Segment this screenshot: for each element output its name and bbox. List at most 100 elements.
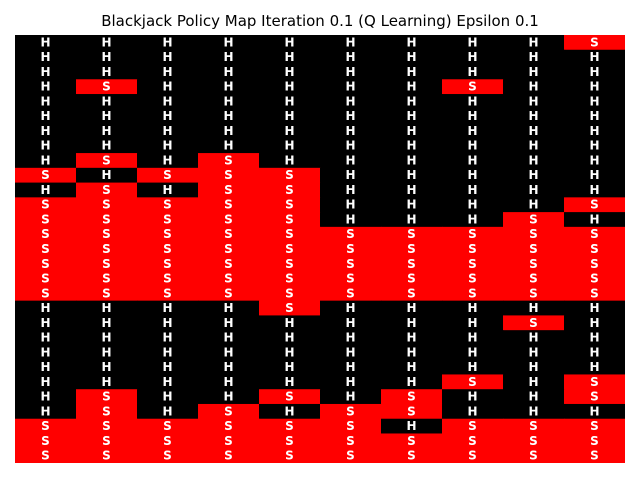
heatmap-cell	[564, 153, 625, 169]
heatmap-cell	[442, 403, 504, 420]
heatmap-cell	[503, 123, 565, 139]
cell-label: S	[224, 227, 233, 241]
cell-label: H	[589, 124, 599, 138]
cell-label: H	[528, 390, 538, 404]
heatmap-cell	[564, 271, 625, 287]
cell-label: S	[41, 198, 50, 212]
cell-label: H	[40, 35, 50, 49]
chart-title: Blackjack Policy Map Iteration 0.1 (Q Le…	[101, 12, 539, 30]
cell-label: S	[529, 449, 538, 463]
cell-label: H	[101, 331, 111, 345]
cell-label: H	[284, 331, 294, 345]
cell-label: H	[162, 360, 172, 374]
cell-label: S	[224, 404, 233, 418]
heatmap-cell	[442, 197, 504, 213]
cell-label: H	[162, 390, 172, 404]
cell-label: S	[346, 227, 355, 241]
heatmap-cell	[564, 330, 625, 346]
heatmap-cell	[503, 94, 565, 110]
heatmap-cell	[15, 359, 77, 375]
heatmap-cell	[259, 389, 321, 405]
heatmap-cell	[320, 108, 382, 125]
heatmap-cell	[564, 79, 625, 95]
cell-label: S	[102, 198, 111, 212]
cell-label: H	[528, 153, 538, 167]
cell-label: S	[41, 242, 50, 256]
heatmap-cell	[442, 94, 504, 110]
cell-label: S	[102, 390, 111, 404]
cell-label: S	[285, 449, 294, 463]
cell-label: S	[529, 419, 538, 433]
cell-label: H	[40, 331, 50, 345]
cell-label: S	[285, 198, 294, 212]
heatmap-cell	[503, 79, 565, 95]
cell-label: H	[467, 183, 477, 197]
cell-label: S	[102, 286, 111, 300]
heatmap-cell	[320, 271, 382, 287]
heatmap-cell	[320, 256, 382, 272]
cell-label: H	[284, 94, 294, 108]
heatmap-cell	[137, 182, 199, 198]
cell-label: S	[163, 242, 172, 256]
heatmap-cell	[198, 123, 260, 139]
cell-label: H	[284, 80, 294, 94]
cell-label: S	[224, 286, 233, 300]
cell-label: H	[406, 301, 416, 315]
cell-label: S	[529, 272, 538, 286]
heatmap-cell	[442, 300, 504, 316]
cell-label: S	[346, 419, 355, 433]
heatmap-cell	[198, 359, 260, 375]
cell-label: H	[223, 35, 233, 49]
heatmap-cell	[15, 389, 77, 405]
cell-label: H	[223, 50, 233, 64]
heatmap-cell	[137, 35, 199, 51]
heatmap-cell	[76, 448, 138, 463]
heatmap-cell	[76, 197, 138, 213]
cell-label: H	[406, 345, 416, 359]
heatmap-cell	[442, 123, 504, 139]
heatmap-cell	[320, 226, 382, 243]
cell-label: H	[40, 94, 50, 108]
cell-label: H	[101, 65, 111, 79]
heatmap-cell	[76, 344, 138, 361]
heatmap-cell	[76, 300, 138, 316]
cell-label: H	[162, 301, 172, 315]
heatmap-cell	[564, 138, 625, 154]
cell-label: H	[40, 390, 50, 404]
cell-label: S	[285, 242, 294, 256]
heatmap-cell	[15, 64, 77, 80]
heatmap-cell	[503, 344, 565, 361]
cell-label: H	[345, 80, 355, 94]
cell-label: H	[406, 109, 416, 123]
cell-label: S	[590, 257, 599, 271]
heatmap-cell	[564, 448, 625, 463]
heatmap-cell	[442, 64, 504, 80]
cell-label: H	[528, 183, 538, 197]
heatmap-cell	[198, 315, 260, 331]
cell-label: H	[528, 65, 538, 79]
heatmap-cell	[76, 94, 138, 110]
cell-label: H	[101, 94, 111, 108]
cell-label: H	[528, 139, 538, 153]
cell-label: S	[529, 257, 538, 271]
cell-label: H	[406, 419, 416, 433]
cell-label: S	[224, 198, 233, 212]
heatmap-cell	[76, 182, 138, 198]
heatmap-cell	[259, 197, 321, 213]
heatmap-cell	[503, 374, 565, 390]
heatmap-cell	[198, 79, 260, 95]
heatmap-cell	[442, 35, 504, 51]
heatmap-cell	[503, 153, 565, 169]
cell-label: H	[345, 50, 355, 64]
cell-label: S	[285, 227, 294, 241]
heatmap-cell	[198, 226, 260, 243]
heatmap-cell	[503, 212, 565, 228]
cell-label: H	[528, 168, 538, 182]
cell-label: H	[467, 124, 477, 138]
heatmap-cell	[15, 182, 77, 198]
cell-label: S	[163, 434, 172, 448]
heatmap-cell	[564, 433, 625, 449]
cell-label: S	[468, 227, 477, 241]
cell-label: S	[102, 449, 111, 463]
heatmap-cell	[320, 403, 382, 420]
